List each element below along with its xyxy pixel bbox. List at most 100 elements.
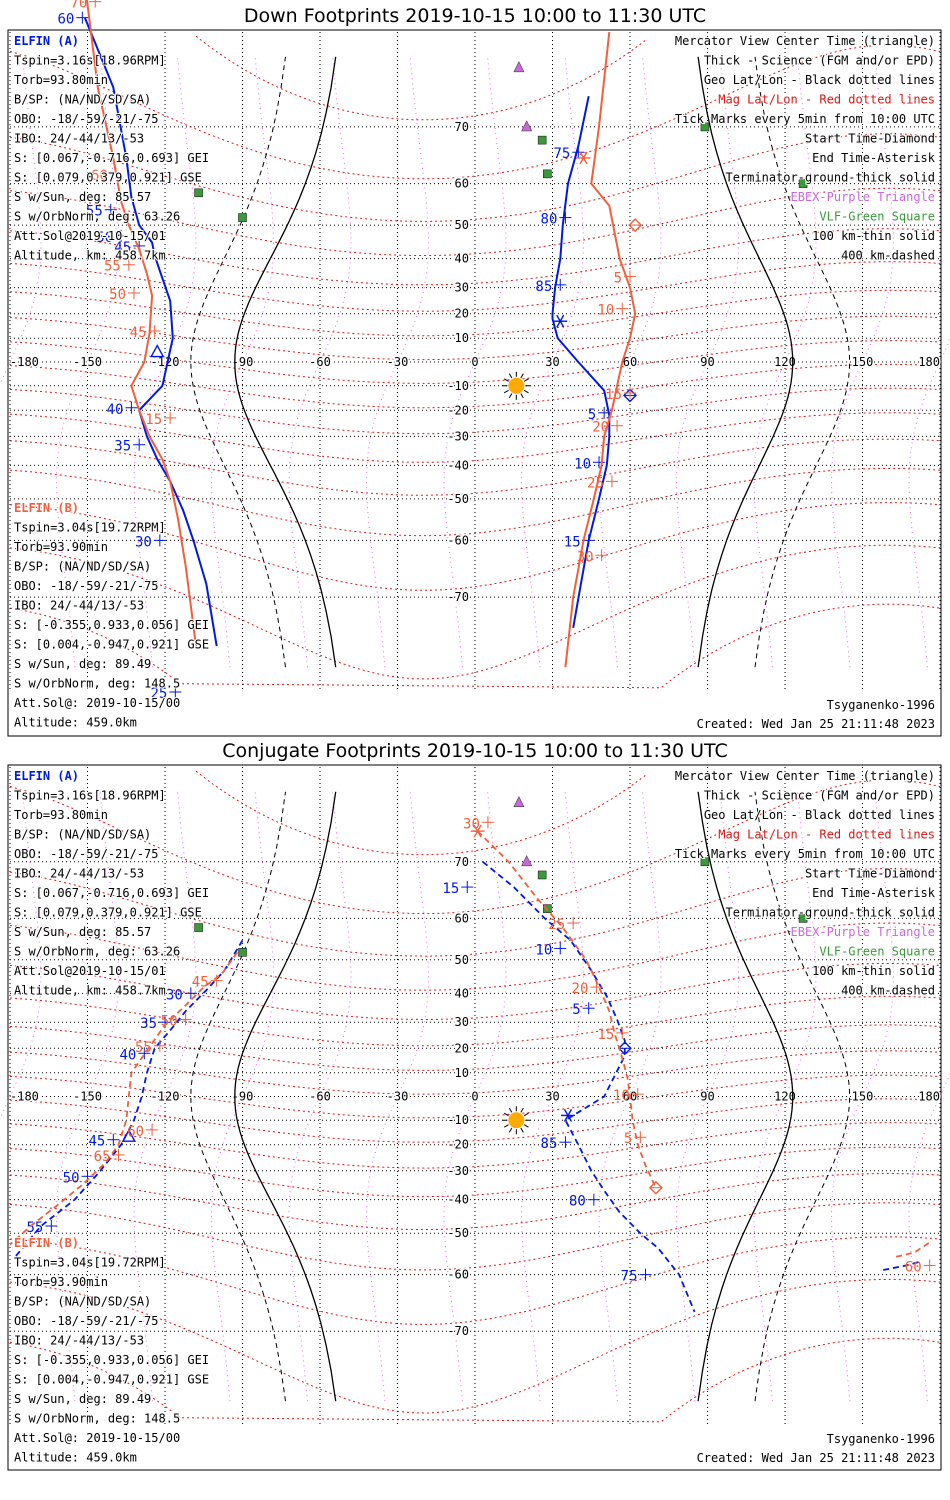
legend-item: 400 km-dashed (841, 249, 935, 263)
elfin-b-info-line: Att.Sol@: 2019-10-15/00 (14, 1431, 180, 1445)
mag-lon-line (133, 791, 197, 1402)
mag-lat-line (9, 922, 941, 991)
model-label: Tsyganenko-1996 (827, 1432, 935, 1446)
elfin-b-info-line: S: [0.004,-0.947,0.921] GSE (14, 638, 209, 652)
terminator-west-line (234, 791, 337, 1402)
track-tick-label: 75 (621, 1269, 638, 1285)
track-line (564, 31, 637, 668)
lon-tick-label: 90 (700, 355, 714, 369)
elfin-b-info-line: B/SP: (NA/ND/SD/SA) (14, 1295, 151, 1309)
track-tick-label: 50 (109, 287, 126, 303)
lon-tick-label: 0 (471, 355, 478, 369)
elfin-a-info-line: S: [0.079,0.379,0.921] GSE (14, 171, 202, 185)
elfin-b-info-line: ELFIN (B) (14, 1236, 79, 1250)
elfin-a-info-line: ELFIN (A) (14, 769, 79, 783)
sun-disk (508, 1112, 525, 1129)
track-tick-label: 15 (564, 534, 581, 550)
elfin-b-info-line: IBO: 24/-44/13/-53 (14, 599, 144, 613)
sun-ray (508, 1107, 513, 1113)
center-time-triangle-marker (121, 1128, 137, 1142)
start-diamond-marker (628, 218, 643, 233)
track-tick-label: 50 (161, 1013, 178, 1029)
elfin-b-info-line: OBO: -18/-59/-21/-75 (14, 579, 159, 593)
elfin-a-info-line: Altitude, km: 458.7km (14, 249, 166, 263)
sun-ray (523, 1112, 529, 1117)
track-tick-label: 35 (140, 1016, 157, 1032)
elfin-a-info: ELFIN (A) Tspin=3.16s[18.96RPM] Torb=93.80… (13, 768, 210, 999)
track-tick-label: 30 (577, 549, 594, 565)
legend-item: VLF-Green Square (819, 210, 935, 224)
lat-tick-label: 70 (455, 120, 469, 134)
mag-lat-line (9, 468, 941, 537)
track-tick-label: 15 (605, 387, 622, 403)
end-asterisk-marker (563, 1109, 573, 1122)
elfin-a-info-line: S: [0.067,-0.716,0.693] GEI (14, 886, 209, 900)
legend-item: Terminator-ground-thick solid (725, 906, 935, 920)
sun-ray (523, 378, 529, 382)
elfin-a-info-line: IBO: 24/-44/13/-53 (14, 867, 144, 881)
lon-tick-label: 0 (471, 1090, 478, 1104)
lat-tick-label: -40 (447, 458, 469, 472)
elfin-a-info-line: S w/Sun, deg: 85.57 (14, 190, 151, 204)
lon-tick-label: -90 (232, 355, 254, 369)
track-tick-label: 10 (613, 1088, 630, 1104)
sun-ray (508, 373, 513, 379)
elfin-b-info-line: Tspin=3.04s[19.72RPM] (14, 1256, 166, 1270)
elfin-a-info-line: Tspin=3.16s[18.96RPM] (14, 54, 166, 68)
lat-tick-label: -20 (447, 403, 469, 417)
lat-tick-label: -10 (447, 379, 469, 393)
sun-icon (502, 371, 531, 400)
legend-item: End Time-Asterisk (812, 886, 936, 900)
track-tick-label: 10 (535, 942, 552, 958)
ebex-triangle-marker (513, 796, 525, 808)
legend-item: EBEX-Purple Triangle (791, 190, 936, 204)
legend-item: 400 km-dashed (841, 984, 935, 998)
elfin-b-info-line: IBO: 24/-44/13/-53 (14, 1334, 144, 1348)
terminator-east-line (697, 791, 794, 1402)
mag-lon-line (288, 791, 352, 1402)
sun-ray (520, 393, 524, 399)
track-tick-label: 45 (114, 240, 131, 256)
model-label: Tsyganenko-1996 (827, 698, 935, 712)
lon-tick-label: 60 (623, 355, 637, 369)
legend-item: Mag Lat/Lon - Red dotted lines (718, 93, 935, 107)
mag-lat-line (9, 1024, 941, 1071)
center-time-triangle-marker (150, 344, 165, 358)
lon-tick-label: 150 (852, 1090, 874, 1104)
legend-item: 100 km-thin solid (812, 964, 935, 978)
track-tick-label: 25 (150, 686, 167, 702)
lat-tick-label: 60 (455, 177, 469, 191)
terminator-400km-west-line (190, 791, 286, 1402)
sun-icon (502, 1106, 531, 1135)
lat-tick-label: 20 (455, 307, 469, 321)
lon-tick-label: 30 (545, 355, 559, 369)
mag-lat-line (9, 1172, 941, 1230)
terminator-east-line (697, 56, 794, 668)
elfin-a-info-line: Torb=93.80min (14, 73, 108, 87)
elfin-a-info-line: B/SP: (NA/ND/SD/SA) (14, 828, 151, 842)
mag-lat-line (9, 963, 941, 1021)
mag-lat-line (9, 603, 941, 689)
vlf-square-marker (238, 213, 247, 222)
conjugate-panel: -180 -150 -120 -90 -60 -30 0 30 60 90 120 150 180 70 6… (0, 764, 950, 1471)
track-line (895, 1239, 933, 1258)
track-tick-label: 45 (192, 975, 209, 991)
lon-tick-label: -180 (10, 1090, 39, 1104)
lat-tick-label: -40 (447, 1193, 469, 1207)
track-line (85, 0, 197, 647)
lat-tick-label: 10 (455, 1066, 469, 1080)
lat-tick-label: -60 (447, 1268, 469, 1282)
lat-tick-label: 40 (455, 252, 469, 266)
track-tick-label: 60 (905, 1259, 922, 1275)
mag-lon-line (365, 791, 430, 1402)
sun-ray (508, 393, 513, 399)
track-tick-label: 5 (572, 1002, 580, 1018)
mag-lat-line (9, 315, 941, 361)
end-asterisk-marker (556, 314, 565, 328)
track-tick-label: 45 (130, 325, 147, 341)
lat-tick-label: -70 (447, 590, 469, 604)
mag-lat-line (9, 1098, 941, 1143)
lat-tick-label: -30 (447, 429, 469, 443)
